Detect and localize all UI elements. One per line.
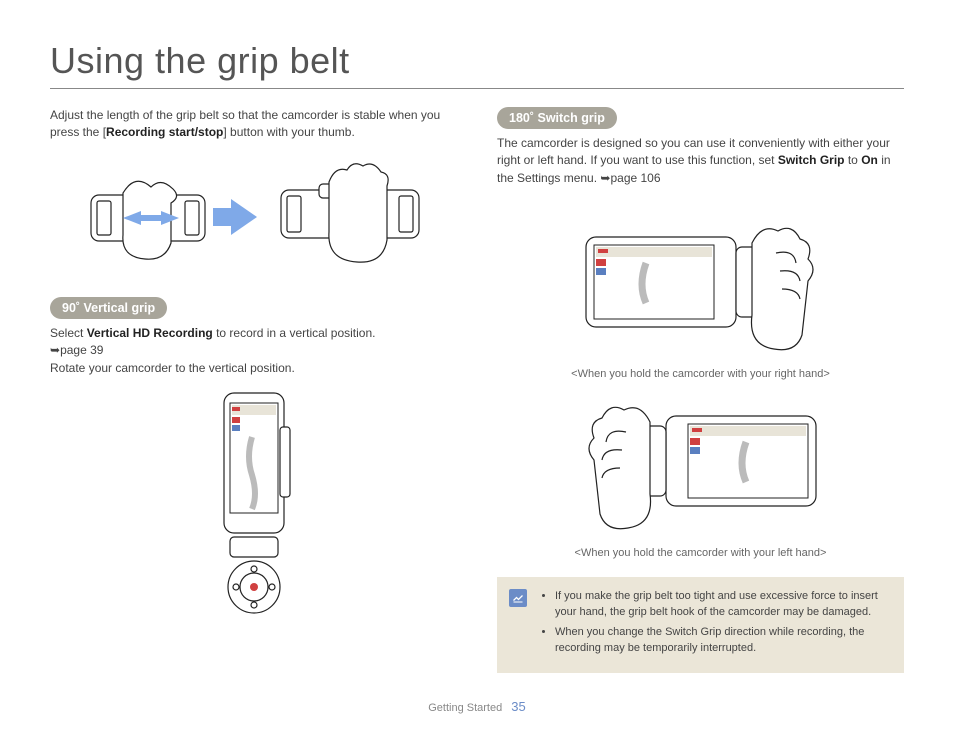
page-title: Using the grip belt	[50, 40, 904, 89]
intro-bold: Recording start/stop	[106, 125, 223, 139]
grip-illustration-row	[50, 160, 457, 275]
page-footer: Getting Started 35	[0, 699, 954, 714]
left-column: Adjust the length of the grip belt so th…	[50, 107, 457, 673]
sg-b2: On	[861, 153, 878, 167]
note-icon	[509, 589, 527, 607]
note-box: If you make the grip belt too tight and …	[497, 577, 904, 673]
vg-pageref: page 39	[60, 343, 103, 357]
sg-pageref: page 106	[610, 171, 660, 185]
vg-bold: Vertical HD Recording	[87, 326, 213, 340]
right-hand-illus: <When you hold the camcorder with your r…	[497, 217, 904, 380]
intro-text: Adjust the length of the grip belt so th…	[50, 107, 457, 142]
vertical-camcorder-illus	[50, 387, 457, 622]
note-item-1: If you make the grip belt too tight and …	[555, 589, 890, 621]
left-hand-illus: <When you hold the camcorder with your l…	[497, 396, 904, 559]
sg-b1: Switch Grip	[778, 153, 845, 167]
page-ref-icon-2: ➥	[600, 171, 610, 185]
footer-section: Getting Started	[428, 702, 502, 714]
sg-b: to	[845, 153, 862, 167]
vg-a: Select	[50, 326, 87, 340]
page-number: 35	[511, 699, 525, 714]
caption-right-hand: <When you hold the camcorder with your r…	[497, 368, 904, 380]
intro-b: ] button with your thumb.	[223, 125, 354, 139]
grip-illus-open	[275, 160, 425, 275]
caption-left-hand: <When you hold the camcorder with your l…	[497, 547, 904, 559]
switch-grip-text: The camcorder is designed so you can use…	[497, 135, 904, 187]
vg-line2: Rotate your camcorder to the vertical po…	[50, 361, 295, 375]
page-ref-icon: ➥	[50, 343, 60, 357]
arrow-icon	[231, 199, 257, 235]
vertical-grip-label: 90˚ Vertical grip	[50, 297, 167, 319]
note-item-2: When you change the Switch Grip directio…	[555, 625, 890, 657]
right-column: 180˚ Switch grip The camcorder is design…	[497, 107, 904, 673]
vg-b: to record in a vertical position.	[213, 326, 376, 340]
vertical-grip-text: Select Vertical HD Recording to record i…	[50, 325, 457, 377]
switch-grip-label: 180˚ Switch grip	[497, 107, 617, 129]
grip-illus-closed	[83, 165, 213, 270]
